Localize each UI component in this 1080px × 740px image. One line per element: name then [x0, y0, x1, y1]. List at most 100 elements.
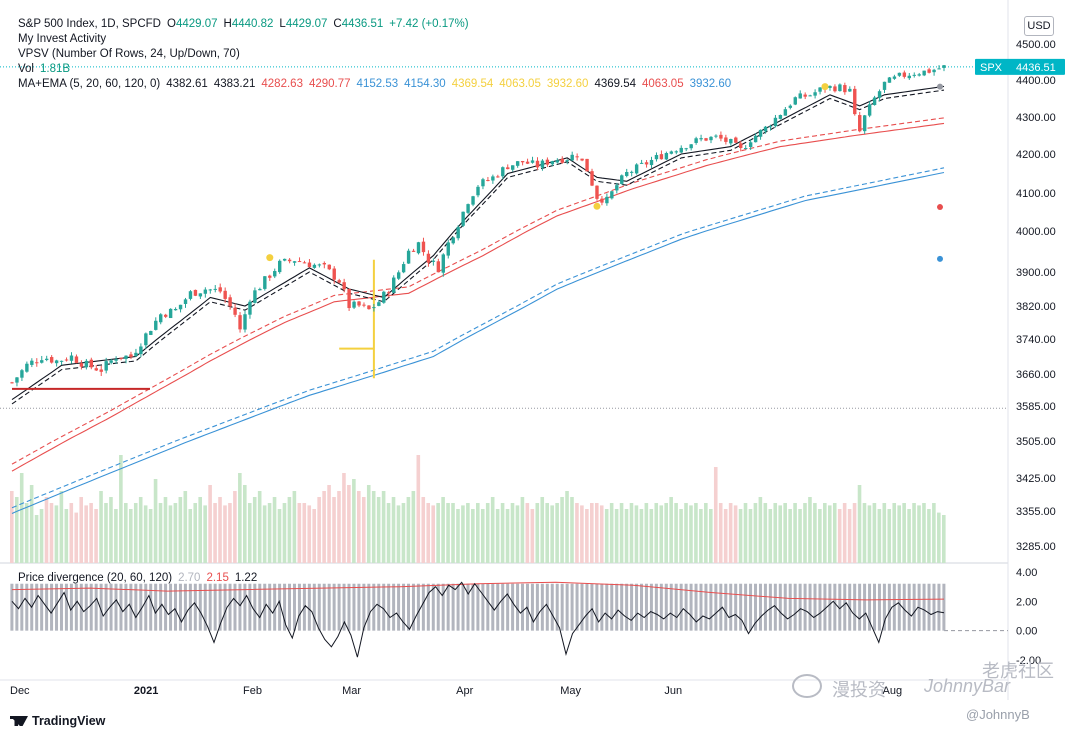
- volume-bar: [798, 509, 802, 563]
- volume-bar: [436, 503, 440, 563]
- div-bar: [416, 583, 420, 631]
- y-tick-1: 4400.00: [1016, 75, 1056, 87]
- candle: [501, 167, 505, 177]
- y-tick-6: 3900.00: [1016, 267, 1056, 279]
- candle: [917, 74, 921, 76]
- candle: [163, 314, 168, 317]
- div-bar: [332, 583, 336, 631]
- candle: [793, 97, 797, 105]
- div-bar: [595, 583, 599, 631]
- div-bar: [312, 583, 316, 631]
- volume-bar: [738, 509, 743, 563]
- div-bar: [55, 583, 59, 631]
- div-line: [11, 581, 945, 658]
- candle: [297, 261, 302, 263]
- candle: [193, 289, 198, 296]
- volume-bar: [119, 455, 123, 563]
- legend-volume[interactable]: Vol 1.81B: [18, 62, 743, 77]
- currency-button[interactable]: USD: [1024, 16, 1054, 36]
- divergence-legend[interactable]: Price divergence (20, 60, 120) 2.70 2.15 1.…: [18, 571, 269, 586]
- price-tag-symbol: SPX: [980, 62, 1003, 74]
- div-bar: [620, 583, 624, 631]
- candle: [555, 160, 560, 163]
- div-bar: [446, 583, 450, 631]
- y-tick-9: 3660.00: [1016, 369, 1056, 381]
- candle: [421, 241, 426, 253]
- volume-bar: [24, 503, 29, 563]
- candle: [392, 277, 396, 293]
- candle: [570, 154, 574, 161]
- divergence-values: 2.70 2.15 1.22: [178, 572, 263, 584]
- div-bar: [540, 583, 544, 631]
- div-bar: [803, 583, 807, 631]
- div-bar: [550, 583, 554, 631]
- candle: [704, 138, 708, 141]
- div-tick-2: 0.00: [1016, 626, 1037, 638]
- candle: [659, 154, 664, 160]
- watermark-left: 漫投资: [832, 680, 886, 700]
- candle: [763, 126, 768, 132]
- div-bar: [273, 583, 277, 631]
- div-bar: [818, 583, 822, 631]
- ma-label: MA+EMA (5, 20, 60, 120, 0): [18, 78, 161, 90]
- volume-bar: [669, 497, 673, 563]
- volume-bar: [143, 505, 148, 563]
- div-bar: [461, 583, 465, 631]
- volume-bar: [198, 497, 202, 563]
- ma-values: 4382.61 4383.21 4282.63 4290.77 4152.53 4154.…: [166, 78, 737, 90]
- div-bar: [64, 583, 68, 631]
- legend-invest-activity[interactable]: My Invest Activity: [18, 33, 107, 45]
- div-bar: [69, 583, 73, 631]
- div-bar: [402, 583, 406, 631]
- div-bar: [431, 583, 435, 631]
- candle: [942, 65, 946, 68]
- candle: [178, 304, 183, 310]
- candle: [258, 288, 262, 291]
- div-bar: [144, 583, 148, 631]
- div-bar: [183, 583, 187, 631]
- div-bar: [739, 583, 743, 631]
- candle: [615, 185, 619, 191]
- div-bar: [709, 583, 713, 631]
- div-bar: [664, 583, 668, 631]
- annotation-yellow: [339, 259, 375, 379]
- legend-vpsv[interactable]: VPSV (Number Of Rows, 24, Up/Down, 70): [18, 48, 240, 60]
- volume-bar: [594, 503, 599, 563]
- y-tick-7: 3820.00: [1016, 301, 1056, 313]
- volume-bar: [44, 497, 49, 563]
- x-tick-6: Jun: [664, 685, 682, 697]
- volume-bar: [213, 503, 217, 563]
- volume-bar: [476, 503, 480, 563]
- change-value: +7.42 (+0.17%): [389, 18, 469, 30]
- volume-bar: [54, 505, 59, 563]
- volume-bar: [297, 503, 302, 563]
- div-bar: [823, 583, 827, 631]
- signal-marker-0: [266, 254, 274, 262]
- div-bar: [99, 583, 103, 631]
- symbol-label[interactable]: S&P 500 Index, 1D, SPCFD: [18, 18, 161, 30]
- volume-bar: [138, 497, 143, 563]
- legend-ma-ema[interactable]: MA+EMA (5, 20, 60, 120, 0) 4382.61 4383.21…: [18, 77, 743, 92]
- ma-value-10: 4063.05: [642, 78, 684, 90]
- volume-bar: [713, 467, 718, 563]
- volume-bar: [679, 509, 683, 563]
- candle: [714, 135, 718, 137]
- div-bar: [367, 583, 371, 631]
- div-bar: [59, 583, 63, 631]
- candle: [372, 307, 376, 309]
- volume-bar: [59, 491, 64, 563]
- candle: [649, 159, 654, 166]
- candle: [654, 155, 659, 160]
- div-bar: [193, 583, 197, 631]
- div-bar: [268, 583, 272, 631]
- volume-bar: [10, 491, 14, 563]
- div-bar: [248, 583, 252, 631]
- div-bar: [694, 583, 698, 631]
- tradingview-logo[interactable]: TradingView: [10, 714, 105, 728]
- candle: [709, 136, 713, 141]
- volume-bar: [872, 503, 877, 563]
- div-bar: [451, 583, 455, 631]
- div-bar: [813, 583, 817, 631]
- div-bar: [327, 583, 331, 631]
